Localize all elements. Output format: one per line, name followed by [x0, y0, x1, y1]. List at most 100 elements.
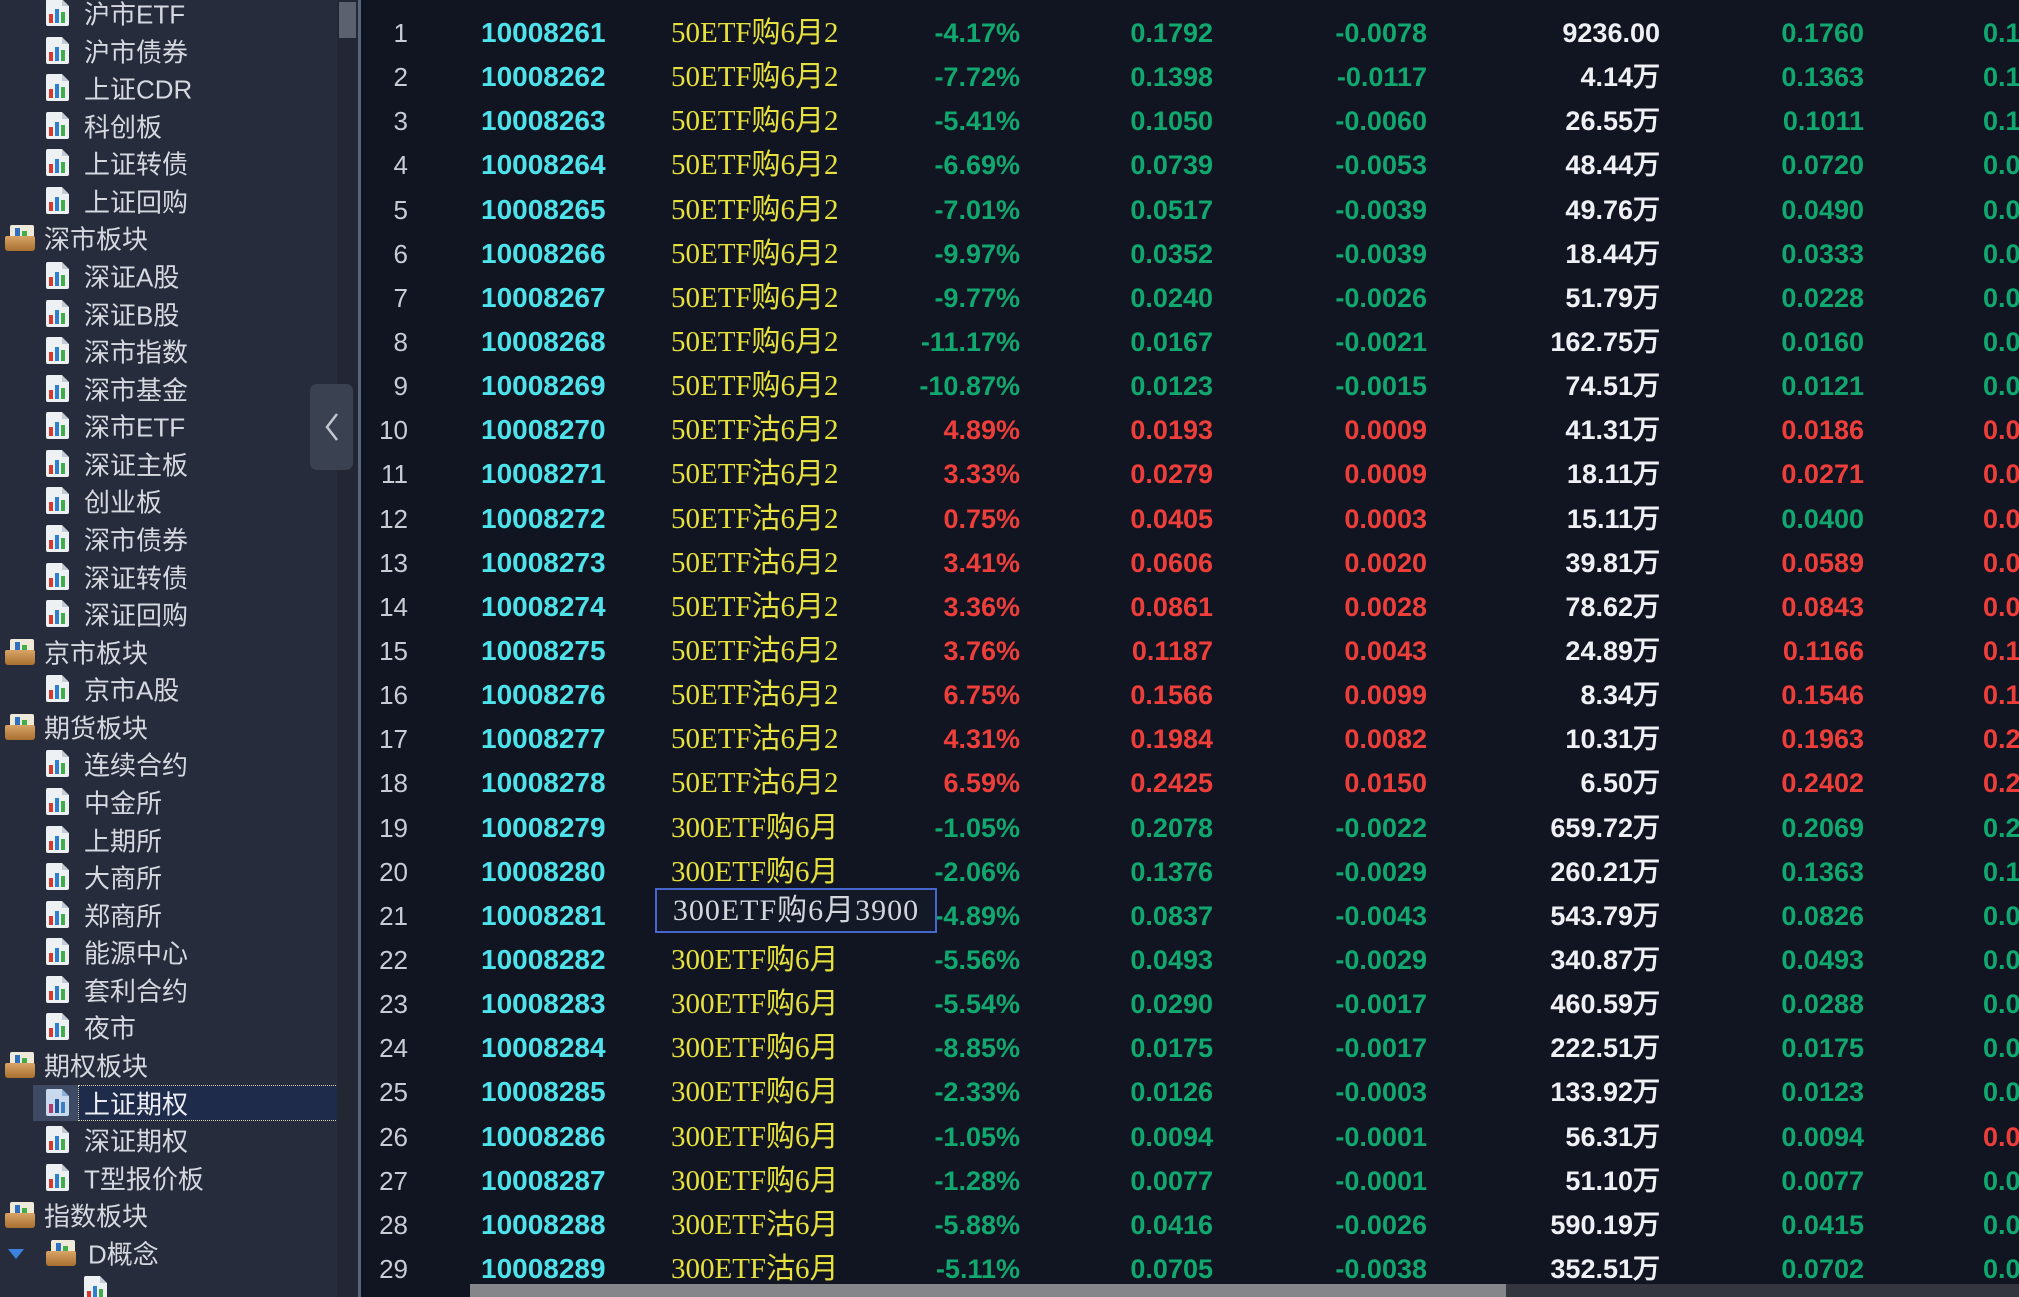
sidebar-item-连续合约[interactable]: 连续合约: [0, 745, 361, 783]
table-row[interactable]: 12 10008272 50ETF沽6月2 0.75% 0.0405 0.0003 15.1…: [361, 497, 2019, 541]
table-row[interactable]: 16 10008276 50ETF沽6月2 6.75% 0.1566 0.0099 8.34…: [361, 673, 2019, 717]
cell-bid-price: 0.1166: [1782, 635, 1864, 666]
cell-change-pct: -1.05%: [934, 1121, 1020, 1152]
cell-change-pct: -5.56%: [934, 944, 1020, 975]
cell-name: 300ETF购6月: [671, 1076, 839, 1109]
table-row[interactable]: 3 10008263 50ETF购6月2 -5.41% 0.1050 -0.0060 26.…: [361, 99, 2019, 143]
cell-volume: 352.51万: [1550, 1253, 1660, 1284]
table-row[interactable]: 10 10008270 50ETF沽6月2 4.89% 0.0193 0.0009 41.3…: [361, 408, 2019, 452]
sidebar-scrollbar-thumb[interactable]: [339, 2, 356, 38]
sidebar-item-沪市债券[interactable]: 沪市债券: [0, 32, 361, 70]
sidebar-item-创业板[interactable]: 创业板: [0, 482, 361, 520]
sidebar-item-深证A股[interactable]: 深证A股: [0, 257, 361, 295]
sidebar-item-深证期权[interactable]: 深证期权: [0, 1121, 361, 1159]
sidebar-item-深证B股[interactable]: 深证B股: [0, 295, 361, 333]
sidebar-item-label: 深证期权: [84, 1126, 189, 1157]
table-row[interactable]: 27 10008287 300ETF购6月 -1.28% 0.0077 -0.0001 51…: [361, 1159, 2019, 1203]
cell-change: -0.0039: [1335, 238, 1427, 269]
cell-name: 300ETF购6月: [671, 811, 839, 844]
table-row[interactable]: 23 10008283 300ETF购6月 -5.54% 0.0290 -0.0017 46…: [361, 982, 2019, 1026]
sidebar-item-深证转债[interactable]: 深证转债: [0, 558, 361, 596]
sidebar-scrollbar[interactable]: [337, 0, 358, 1297]
sidebar-item-期权板块[interactable]: 期权板块: [0, 1046, 361, 1084]
sidebar-item-中金所[interactable]: 中金所: [0, 783, 361, 821]
cell-code: 10008261: [481, 17, 606, 48]
cell-bid-price: 0.0493: [1781, 944, 1864, 975]
sidebar-item-指数板块[interactable]: 指数板块: [0, 1196, 361, 1234]
sidebar-item-深市ETF[interactable]: 深市ETF: [0, 407, 361, 445]
cell-change-pct: -2.33%: [934, 1077, 1020, 1108]
table-row[interactable]: 2110008281300ETF购6月-4.89%0.0837-0.004354…: [361, 894, 2019, 938]
table-row[interactable]: 13 10008273 50ETF沽6月2 3.41% 0.0606 0.0020 39.8…: [361, 541, 2019, 585]
sidebar-item-科创板[interactable]: 科创板: [0, 107, 361, 145]
horizontal-scrollbar[interactable]: [361, 1284, 2019, 1297]
table-row[interactable]: 2 10008262 50ETF购6月2 -7.72% 0.1398 -0.0117 4.1…: [361, 55, 2019, 99]
sidebar-item-T型报价板[interactable]: T型报价板: [0, 1159, 361, 1197]
sidebar-item-partial[interactable]: [0, 1271, 361, 1297]
table-row[interactable]: 15 10008275 50ETF沽6月2 3.76% 0.1187 0.0043 24.8…: [361, 629, 2019, 673]
sidebar-item-深证主板[interactable]: 深证主板: [0, 445, 361, 483]
triangle-down-icon[interactable]: [8, 1248, 24, 1259]
sidebar-item-深市板块[interactable]: 深市板块: [0, 219, 361, 257]
table-row[interactable]: 8 10008268 50ETF购6月2 -11.17% 0.0167 -0.0021 16…: [361, 320, 2019, 364]
chart-document-icon: [46, 562, 69, 590]
table-row[interactable]: 20 10008280 300ETF购6月 -2.06% 0.1376 -0.0029 26…: [361, 850, 2019, 894]
cell-change: -0.0021: [1335, 326, 1427, 357]
collapse-sidebar-button[interactable]: [310, 384, 353, 470]
sidebar-item-京市板块[interactable]: 京市板块: [0, 633, 361, 671]
sidebar-item-深市债券[interactable]: 深市债券: [0, 520, 361, 558]
table-row[interactable]: 26 10008286 300ETF购6月 -1.05% 0.0094 -0.0001 56…: [361, 1115, 2019, 1159]
sidebar-item-上证CDR[interactable]: 上证CDR: [0, 69, 361, 107]
cell-volume: 51.10万: [1565, 1165, 1660, 1196]
table-row[interactable]: 1 10008261 50ETF购6月2 -4.17% 0.1792 -0.0078 923…: [361, 11, 2019, 55]
table-row[interactable]: 6 10008266 50ETF购6月2 -9.97% 0.0352 -0.0039 18.…: [361, 232, 2019, 276]
table-row[interactable]: 29 10008289 300ETF沽6月 -5.11% 0.0705 -0.0038 35…: [361, 1247, 2019, 1291]
sidebar-item-上证回购[interactable]: 上证回购: [0, 182, 361, 220]
table-row[interactable]: 22 10008282 300ETF购6月 -5.56% 0.0493 -0.0029 34…: [361, 938, 2019, 982]
sidebar-item-期货板块[interactable]: 期货板块: [0, 708, 361, 746]
table-row[interactable]: 14 10008274 50ETF沽6月2 3.36% 0.0861 0.0028 78.6…: [361, 585, 2019, 629]
sidebar-item-深证回购[interactable]: 深证回购: [0, 595, 361, 633]
horizontal-scrollbar-track[interactable]: [1506, 1284, 2019, 1297]
table-row[interactable]: 11 10008271 50ETF沽6月2 3.33% 0.0279 0.0009 18.1…: [361, 452, 2019, 496]
chart-document-icon: [46, 750, 69, 778]
cell-code: 10008274: [481, 590, 606, 622]
sidebar-item-label: 套利合约: [84, 976, 189, 1007]
table-row[interactable]: 25 10008285 300ETF购6月 -2.33% 0.0126 -0.0003 13…: [361, 1070, 2019, 1114]
cell-volume: 162.75万: [1550, 326, 1660, 357]
full-name-tooltip: 300ETF购6月3900: [655, 888, 937, 933]
cell-name: 50ETF沽6月2: [671, 546, 839, 579]
sidebar-item-label: 深证主板: [84, 450, 189, 481]
sidebar-item-上期所[interactable]: 上期所: [0, 821, 361, 859]
cell-last-price: 0.2078: [1130, 812, 1213, 843]
sidebar-item-上证转债[interactable]: 上证转债: [0, 144, 361, 182]
cell-last-price: 0.0493: [1130, 944, 1213, 975]
sidebar-item-郑商所[interactable]: 郑商所: [0, 896, 361, 934]
table-row[interactable]: 18 10008278 50ETF沽6月2 6.59% 0.2425 0.0150 6.50…: [361, 761, 2019, 805]
sidebar-item-京市A股[interactable]: 京市A股: [0, 670, 361, 708]
table-row[interactable]: 7 10008267 50ETF购6月2 -9.77% 0.0240 -0.0026 51.…: [361, 276, 2019, 320]
sidebar-item-label: 沪市ETF: [84, 0, 186, 30]
cell-last-price: 0.2425: [1130, 768, 1213, 799]
table-row[interactable]: 28 10008288 300ETF沽6月 -5.88% 0.0416 -0.0026 59…: [361, 1203, 2019, 1247]
cell-extra-price: 0.1: [1983, 106, 2019, 137]
sidebar-item-夜市[interactable]: 夜市: [0, 1008, 361, 1046]
sidebar-item-套利合约[interactable]: 套利合约: [0, 971, 361, 1009]
sidebar-item-沪市ETF[interactable]: 沪市ETF: [0, 0, 361, 32]
table-row[interactable]: 19 10008279 300ETF购6月 -1.05% 0.2078 -0.0022 65…: [361, 806, 2019, 850]
horizontal-scrollbar-thumb[interactable]: [470, 1284, 1506, 1297]
sidebar-item-大商所[interactable]: 大商所: [0, 858, 361, 896]
table-row[interactable]: 17 10008277 50ETF沽6月2 4.31% 0.1984 0.0082 10.3…: [361, 717, 2019, 761]
table-row[interactable]: 4 10008264 50ETF购6月2 -6.69% 0.0739 -0.0053 48.…: [361, 143, 2019, 187]
sidebar-item-label: 深证转债: [84, 563, 189, 594]
sidebar-item-上证期权[interactable]: 上证期权: [0, 1084, 361, 1122]
table-row[interactable]: 9 10008269 50ETF购6月2 -10.87% 0.0123 -0.0015 74…: [361, 364, 2019, 408]
chart-document-icon: [46, 1013, 69, 1041]
sidebar-item-深市指数[interactable]: 深市指数: [0, 332, 361, 370]
sidebar-item-D概念[interactable]: D概念: [0, 1234, 361, 1272]
sidebar-item-能源中心[interactable]: 能源中心: [0, 933, 361, 971]
row-number: 16: [379, 680, 408, 711]
sidebar-item-深市基金[interactable]: 深市基金: [0, 370, 361, 408]
table-row[interactable]: 5 10008265 50ETF购6月2 -7.01% 0.0517 -0.0039 49.…: [361, 188, 2019, 232]
table-row[interactable]: 24 10008284 300ETF购6月 -8.85% 0.0175 -0.0017 22…: [361, 1026, 2019, 1070]
